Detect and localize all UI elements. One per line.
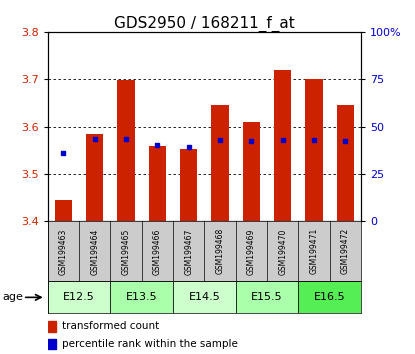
Title: GDS2950 / 168211_f_at: GDS2950 / 168211_f_at [114,16,295,32]
Bar [55,200,72,221]
Text: GSM199465: GSM199465 [122,228,131,275]
Text: percentile rank within the sample: percentile rank within the sample [62,339,238,349]
Text: GSM199466: GSM199466 [153,228,162,275]
Text: GSM199464: GSM199464 [90,228,99,275]
Text: GSM199469: GSM199469 [247,228,256,275]
Bar [48,281,110,313]
Bar [110,281,173,313]
Bar [243,122,260,221]
Bar [173,281,236,313]
Text: GSM199470: GSM199470 [278,228,287,275]
Text: GSM199463: GSM199463 [59,228,68,275]
Text: GSM199468: GSM199468 [215,228,225,274]
Bar [86,134,103,221]
Bar [211,105,229,221]
Bar [180,149,198,221]
Text: transformed count: transformed count [62,321,159,331]
Bar [117,80,135,221]
Bar [48,321,56,332]
Text: GSM199467: GSM199467 [184,228,193,275]
Text: GSM199471: GSM199471 [310,228,319,274]
Bar [149,147,166,221]
Text: E12.5: E12.5 [63,292,95,302]
Bar [337,105,354,221]
Bar [298,281,361,313]
Text: GSM199472: GSM199472 [341,228,350,274]
Text: E13.5: E13.5 [126,292,158,302]
Text: E14.5: E14.5 [188,292,220,302]
Bar [236,281,298,313]
Bar [274,70,291,221]
Bar [48,339,56,349]
Text: age: age [2,292,23,302]
Text: E15.5: E15.5 [251,292,283,302]
Text: E16.5: E16.5 [314,292,346,302]
Bar [305,79,323,221]
